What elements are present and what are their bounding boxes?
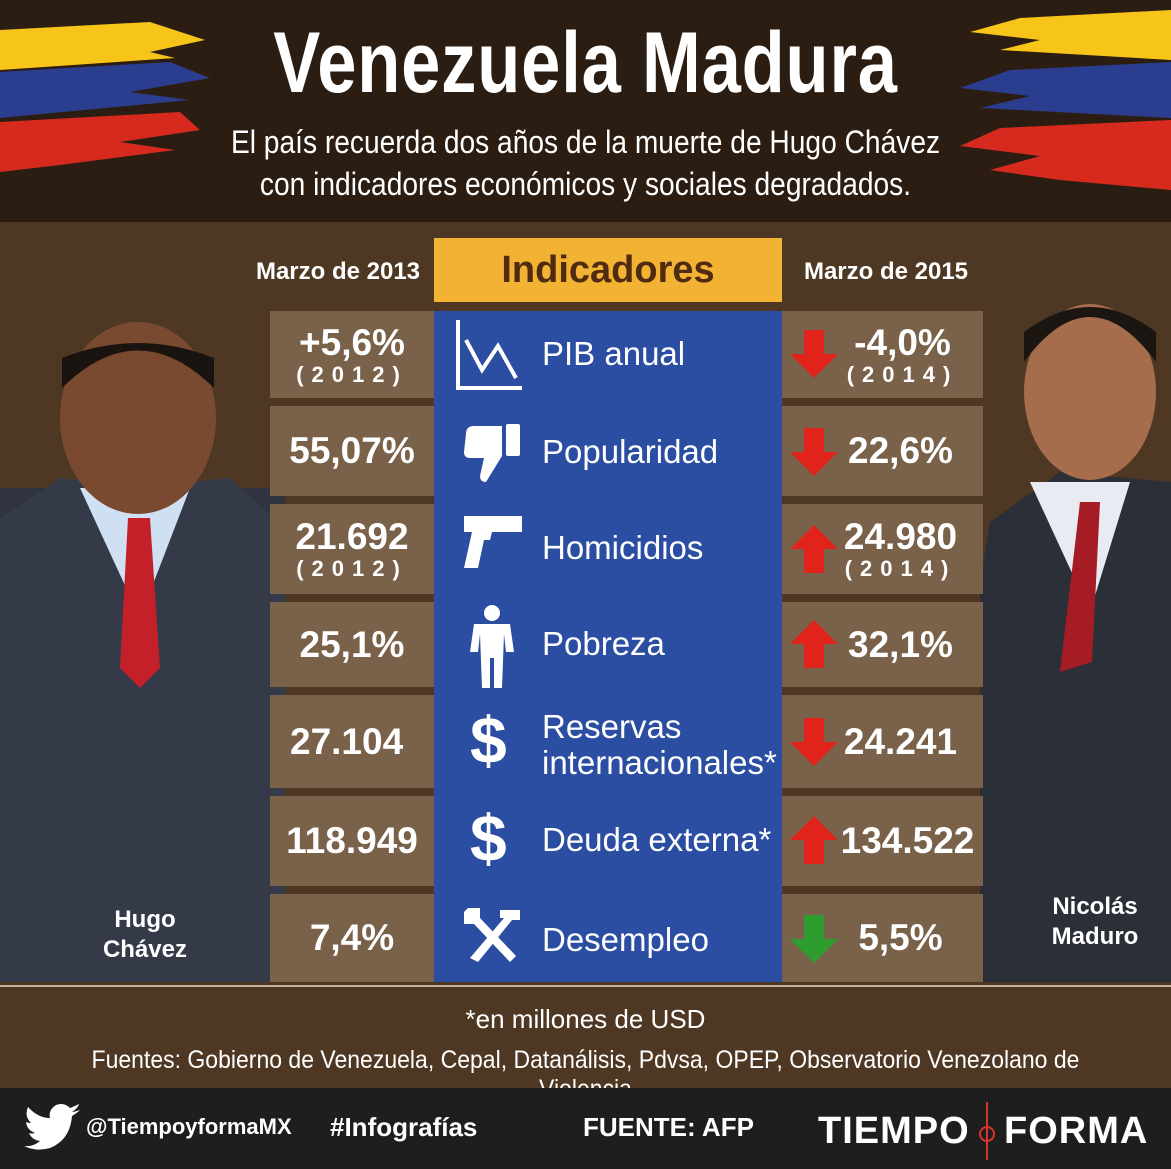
down-arrow-icon [790,330,838,378]
homicidios-2013-box: 21.692 (2012) [270,504,434,594]
logo-forma: FORMA [1004,1110,1149,1152]
popularidad-2013-value: 55,07% [289,430,415,471]
pib-2013-year: (2012) [296,361,408,387]
tools-icon [464,908,520,962]
pib-label: PIB anual [542,335,686,372]
pib-2013-value: +5,6% [299,321,405,363]
pib-2015-year: (2014) [846,361,959,387]
homicidios-2013-value: 21.692 [295,516,409,557]
indicators-header: Indicadores [434,238,782,302]
fuente-afp: FUENTE: AFP [583,1112,754,1142]
popularidad-2015-value: 22,6% [848,430,953,471]
divider [0,985,1171,987]
subtitle-line-1: El país recuerda dos años de la muerte d… [230,124,941,160]
pobreza-2013-value: 25,1% [299,623,405,665]
logo-tiempo: TIEMPO [818,1110,970,1152]
hugo-chavez-name: Hugo Chávez [100,905,190,965]
nicolas-maduro-last-name: Maduro [1051,923,1139,950]
dollar-icon: $ [470,801,507,875]
homicidios-2015-year: (2014) [844,556,957,581]
reservas-label-line-2: internacionales* [542,744,777,781]
down-arrow-icon [790,428,838,476]
desempleo-2015-value: 5,5% [858,917,943,958]
dollar-icon: $ [470,703,507,777]
reservas-2013-box: 27.104 [270,695,434,788]
reservas-2013-value: 27.104 [290,720,404,762]
deuda-2013-value: 118.949 [286,820,418,861]
twitter-handle[interactable]: @TiempoyformaMX [86,1114,292,1139]
hashtag: #Infografías [330,1112,478,1142]
deuda-2015-value: 134.522 [840,820,975,861]
sources-note: Fuentes: Gobierno de Venezuela, Cepal, D… [91,1046,1080,1103]
header: Venezuela Madura El país recuerda dos añ… [0,0,1171,222]
homicidios-2015-value: 24.980 [843,516,958,557]
popularidad-2013-box: 55,07% [270,406,434,496]
nicolas-maduro-name: Nicolás Maduro [1040,892,1150,952]
up-arrow-icon [790,816,838,864]
logo-ampersand-icon [979,1102,995,1160]
hugo-chavez-last-name: Chávez [102,936,188,963]
desempleo-label: Desempleo [542,921,709,958]
popularidad-label: Popularidad [542,433,719,470]
homicidios-2013-year: (2012) [296,556,408,581]
unit-note: *en millones de USD [465,1004,706,1034]
deuda-2013-box: 118.949 [270,796,434,886]
page-title: Venezuela Madura [273,15,898,111]
up-arrow-icon [790,620,838,668]
subtitle-line-2: con indicadores económicos y sociales de… [259,166,912,202]
column-header-2015: Marzo de 2015 [803,258,969,285]
twitter-bird-icon [24,1104,80,1150]
deuda-label: Deuda externa* [542,821,772,858]
pib-2015-box: -4,0% (2014) [782,311,983,398]
nicolas-maduro-photo [980,304,1171,982]
down-arrow-icon [790,718,838,766]
footer-bar [0,1088,1171,1169]
nicolas-maduro-first-name: Nicolás [1052,893,1138,920]
desempleo-2013-value: 7,4% [309,917,395,958]
pobreza-label: Pobreza [542,625,665,662]
pobreza-2013-box: 25,1% [270,602,434,687]
pib-2015-value: -4,0% [854,321,951,363]
chart-down-icon [456,320,522,390]
hugo-chavez-photo [0,322,285,982]
column-header-2013: Marzo de 2013 [255,258,421,285]
person-icon [470,605,514,688]
green-down-arrow-icon [790,915,838,963]
desempleo-2013-box: 7,4% [270,894,434,982]
thumbs-down-icon [464,424,520,482]
notes-panel [0,984,1171,1088]
venezuela-flag-right [960,10,1171,190]
pobreza-2015-value: 32,1% [848,623,953,665]
reservas-2015-value: 24.241 [843,720,958,762]
up-arrow-icon [790,525,838,573]
gun-icon [464,516,522,568]
hugo-chavez-first-name: Hugo [114,906,176,933]
reservas-label-line-1: Reservas [542,708,682,745]
homicidios-label: Homicidios [542,529,704,566]
pib-2013-box: +5,6% (2012) [270,311,434,398]
venezuela-flag-left [0,22,210,172]
